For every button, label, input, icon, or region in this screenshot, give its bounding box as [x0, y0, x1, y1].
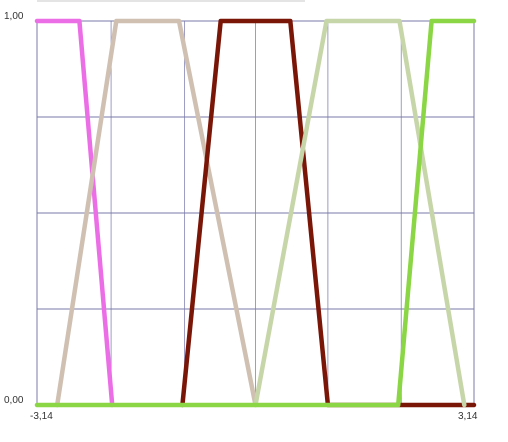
series-line-3: [180, 18, 477, 408]
x-tick-label-1: -3,14: [30, 411, 53, 422]
x-tick-label-2: 3,14: [458, 411, 478, 422]
y-tick-label-2: 1,00: [4, 11, 24, 22]
grid: [37, 21, 474, 405]
tick-labels: 0,00 1,00 -3,14 3,14: [4, 11, 478, 422]
series-line-4: [253, 18, 467, 408]
y-tick-label-1: 0,00: [4, 395, 24, 406]
series-lines: [34, 18, 477, 408]
series-line-5: [34, 18, 477, 408]
series-line-2: [54, 18, 258, 408]
series-line-1: [34, 18, 115, 408]
